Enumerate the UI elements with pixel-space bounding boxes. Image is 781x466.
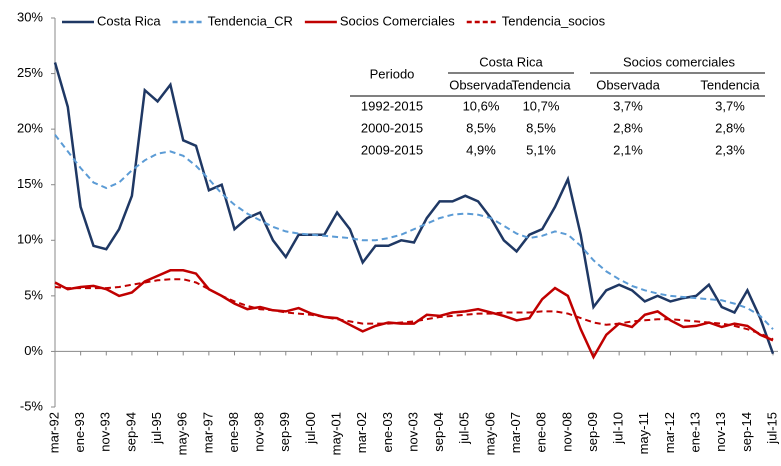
series-line	[54, 278, 774, 341]
table-cell: 4,9%	[466, 142, 496, 157]
series-line	[54, 134, 774, 330]
table-subheader: Observada	[596, 77, 660, 92]
y-tick-label: 20%	[17, 121, 43, 136]
x-tick-label: mar-07	[508, 412, 523, 453]
table-cell: 10,6%	[463, 98, 500, 113]
table-subheader: Observada	[449, 77, 513, 92]
x-tick-label: nov-13	[713, 412, 728, 452]
x-tick-label: jul-00	[303, 412, 318, 445]
y-tick-label: 5%	[24, 287, 43, 302]
x-tick-label: mar-92	[46, 412, 61, 453]
y-tick-label: 0%	[24, 343, 43, 358]
table-cell: 8,5%	[526, 120, 556, 135]
legend-label: Tendencia_socios	[502, 13, 606, 28]
x-tick-label: mar-97	[200, 412, 215, 453]
legend-label: Socios Comerciales	[340, 13, 455, 28]
y-tick-label: 15%	[17, 176, 43, 191]
x-tick-label: nov-03	[405, 412, 420, 452]
table-bg	[348, 52, 766, 162]
table-cell: 2,8%	[613, 120, 643, 135]
table-cell: 5,1%	[526, 142, 556, 157]
table-cell: 2,8%	[715, 120, 745, 135]
table-cell: 2,1%	[613, 142, 643, 157]
y-tick-label: -5%	[20, 398, 44, 413]
table-cell: 2000-2015	[361, 120, 423, 135]
series-line	[53, 62, 775, 355]
x-tick-label: may-11	[636, 412, 651, 454]
table-header: Periodo	[370, 66, 415, 81]
x-tick-label: ene-08	[534, 412, 549, 452]
x-tick-label: ene-03	[380, 412, 395, 452]
x-tick-label: mar-02	[354, 412, 369, 453]
table-cell: 2009-2015	[361, 142, 423, 157]
x-tick-label: sep-04	[431, 412, 446, 452]
x-tick-label: nov-93	[98, 412, 113, 452]
y-tick-label: 10%	[17, 232, 43, 247]
table-subheader: Tendencia	[700, 77, 760, 92]
x-tick-label: ene-98	[226, 412, 241, 452]
x-tick-label: may-96	[175, 412, 190, 455]
x-tick-label: jul-10	[611, 412, 626, 445]
x-tick-label: sep-99	[277, 412, 292, 452]
table-cell: 3,7%	[613, 98, 643, 113]
legend-label: Costa Rica	[97, 13, 161, 28]
table-cell: 8,5%	[466, 120, 496, 135]
legend-label: Tendencia_CR	[208, 13, 293, 28]
x-tick-label: jul-15	[764, 412, 779, 445]
table-header: Socios comerciales	[623, 54, 735, 69]
x-tick-label: ene-93	[72, 412, 87, 452]
table-cell: 10,7%	[523, 98, 560, 113]
x-tick-label: sep-94	[123, 412, 138, 452]
x-tick-label: nov-08	[559, 412, 574, 452]
x-tick-label: may-01	[329, 412, 344, 455]
x-tick-label: ene-13	[688, 412, 703, 452]
x-tick-label: nov-98	[252, 412, 267, 452]
x-tick-label: jul-05	[457, 412, 472, 445]
table-header: Costa Rica	[479, 54, 543, 69]
x-tick-label: mar-12	[662, 412, 677, 453]
x-tick-label: may-06	[482, 412, 497, 455]
table-cell: 1992-2015	[361, 98, 423, 113]
x-tick-label: sep-14	[739, 412, 754, 452]
y-tick-label: 25%	[17, 65, 43, 80]
series-line	[54, 269, 774, 360]
table-subheader: Tendencia	[511, 77, 571, 92]
y-tick-label: 30%	[17, 9, 43, 24]
x-tick-label: jul-95	[149, 412, 164, 445]
table-cell: 3,7%	[715, 98, 745, 113]
table-cell: 2,3%	[715, 142, 745, 157]
x-tick-label: sep-09	[585, 412, 600, 452]
